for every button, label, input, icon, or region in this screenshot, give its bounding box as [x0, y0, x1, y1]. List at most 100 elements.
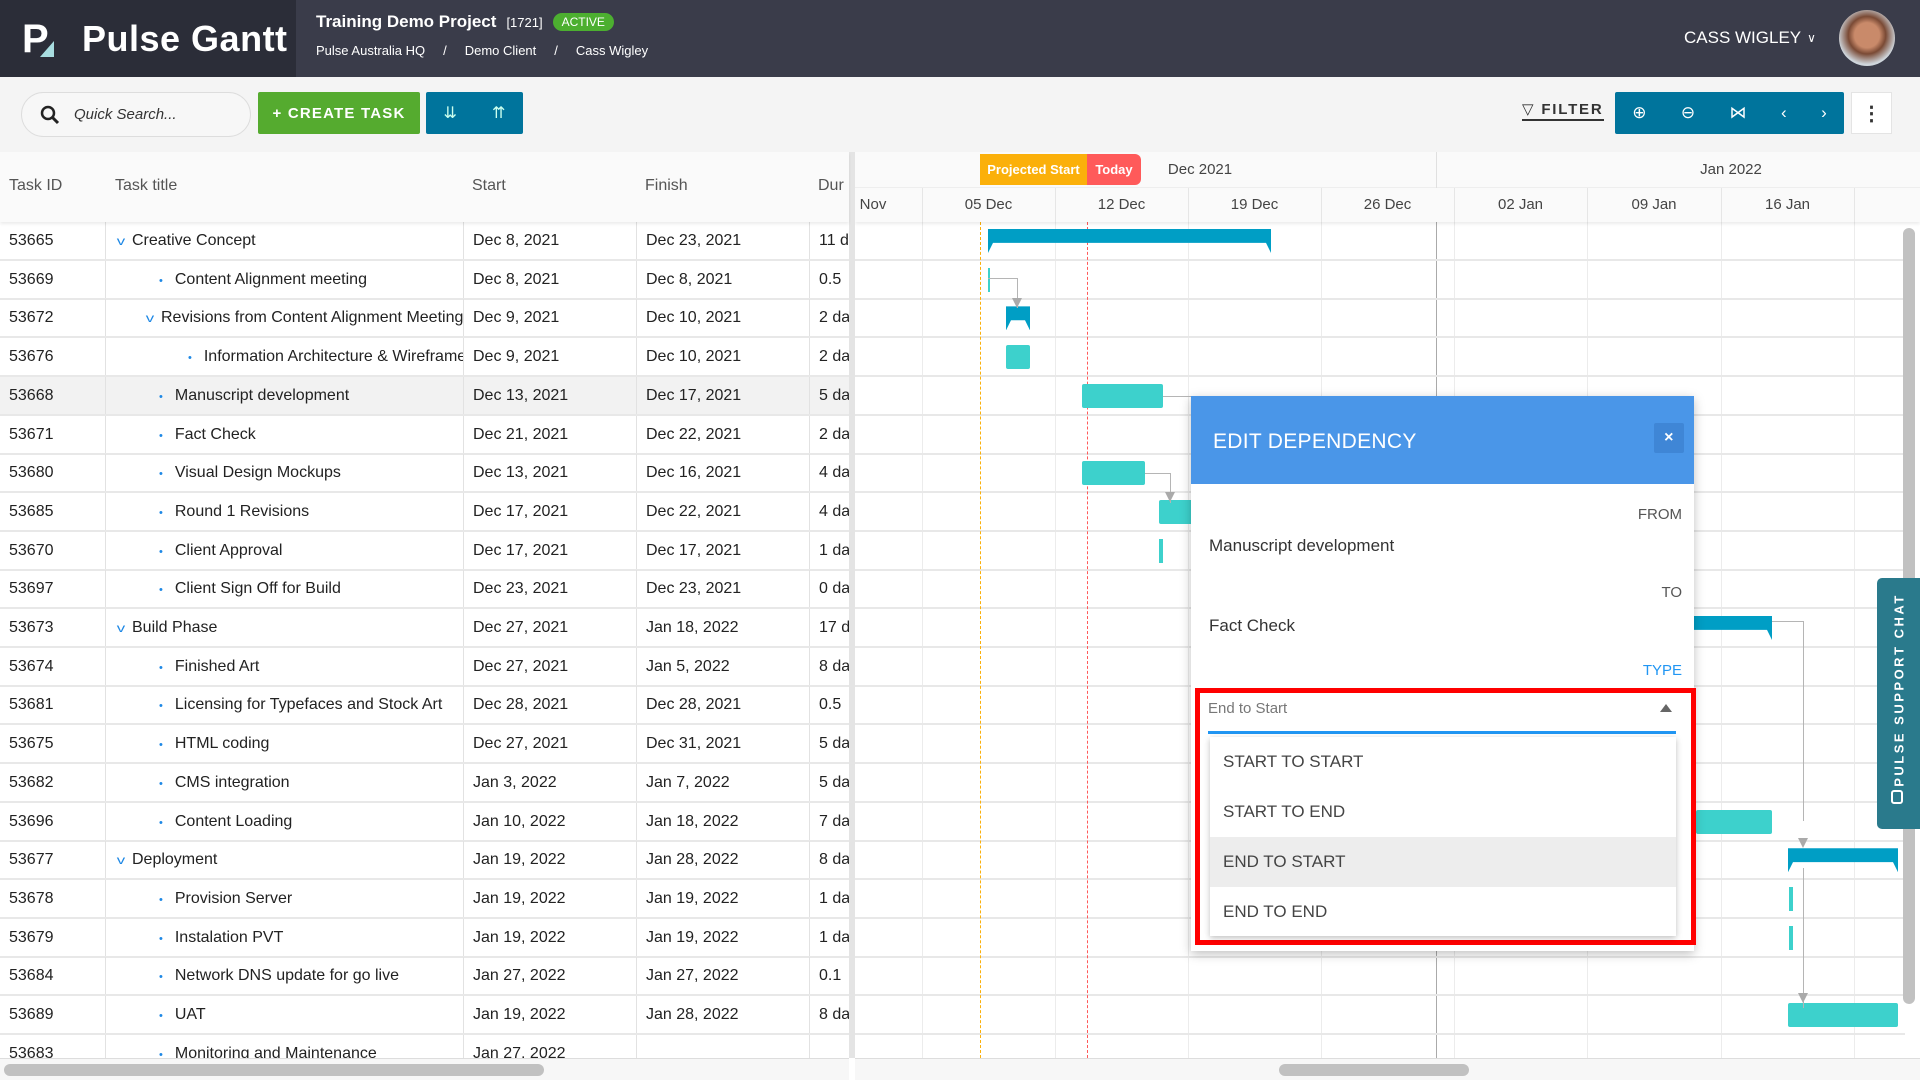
table-row[interactable]: 53671 • Fact Check Dec 21, 2021 Dec 22, 2021… — [0, 415, 849, 455]
task-bar[interactable] — [1696, 809, 1772, 834]
column-header-start[interactable]: Start — [472, 177, 506, 194]
dependency-link[interactable] — [1145, 473, 1170, 475]
task-bar[interactable] — [1788, 1003, 1898, 1027]
task-finish: Jan 28, 2022 — [636, 841, 809, 879]
chevron-down-icon[interactable]: v — [116, 853, 126, 868]
collapse-all-icon[interactable]: ⇈ — [492, 105, 506, 122]
expand-all-icon[interactable]: ⇊ — [443, 105, 457, 122]
zoom-in-icon[interactable]: ⊕ — [1632, 103, 1647, 122]
more-options-button[interactable]: ⋮ — [1851, 92, 1892, 134]
table-row[interactable]: 53665 v Creative Concept Dec 8, 2021 Dec 23,… — [0, 222, 849, 261]
column-header-task-title[interactable]: Task title — [115, 177, 178, 194]
milestone-bar[interactable] — [1789, 925, 1793, 950]
table-row[interactable]: 53672 v Revisions from Content Alignment M… — [0, 299, 849, 339]
task-start: Jan 3, 2022 — [463, 763, 636, 801]
table-row[interactable]: 53676 • Information Architecture & Wirefra… — [0, 338, 849, 378]
breadcrumb-org[interactable]: Pulse Australia HQ — [316, 43, 426, 58]
task-duration: 2 da — [809, 299, 849, 337]
task-title-text: Manuscript development — [174, 386, 350, 404]
chevron-down-icon[interactable]: v — [116, 234, 126, 248]
dependency-link[interactable] — [1017, 277, 1018, 308]
milestone-bar[interactable] — [1159, 538, 1163, 563]
table-row[interactable]: 53674 • Finished Art Dec 27, 2021 Jan 5, 202… — [0, 647, 849, 687]
gantt-horizontal-scrollbar[interactable] — [855, 1058, 1920, 1080]
task-start: Dec 27, 2021 — [463, 609, 636, 646]
zoom-out-icon[interactable]: ⊖ — [1680, 103, 1696, 122]
option-start-to-start[interactable]: START TO START — [1223, 752, 1364, 771]
milestone-bar[interactable] — [1789, 886, 1793, 911]
grid-horizontal-scrollbar[interactable] — [0, 1058, 849, 1080]
table-row[interactable]: 53697 • Client Sign Off for Build Dec 23, 2… — [0, 570, 849, 610]
table-row[interactable]: 53677 v Deployment Jan 19, 2022 Jan 28, 2022… — [0, 841, 849, 881]
table-row[interactable]: 53669 • Content Alignment meeting Dec 8, 20… — [0, 260, 849, 300]
table-row[interactable]: 53670 • Client Approval Dec 17, 2021 Dec 17,… — [0, 531, 849, 571]
task-duration: 4 da — [809, 454, 849, 492]
table-row[interactable]: 53680 • Visual Design Mockups Dec 13, 2021 D… — [0, 454, 849, 494]
milestone-bar[interactable] — [988, 267, 990, 292]
task-bar[interactable] — [1082, 383, 1163, 408]
table-row[interactable]: 53689 • UAT Jan 19, 2022 Jan 28, 2022 8 da — [0, 996, 849, 1035]
week-divider — [1055, 188, 1056, 222]
search-input[interactable]: Quick Search... — [21, 92, 251, 137]
user-menu[interactable]: CASS WIGLEY ∨ — [1684, 28, 1816, 48]
table-row[interactable]: 53682 • CMS integration Jan 3, 2022 Jan 7, 2… — [0, 763, 849, 803]
task-title: • Licensing for Typefaces and Stock Art — [105, 686, 463, 724]
scroll-right-icon[interactable]: › — [1821, 103, 1827, 122]
breadcrumb-separator: / — [443, 43, 447, 58]
option-end-to-start[interactable]: END TO START — [1210, 837, 1676, 887]
option-end-to-end[interactable]: END TO END — [1223, 902, 1328, 921]
table-row[interactable]: 53675 • HTML coding Dec 27, 2021 Dec 31, 202… — [0, 725, 849, 765]
table-row[interactable]: 53679 • Instalation PVT Jan 19, 2022 Jan 19,… — [0, 918, 849, 958]
close-button[interactable]: × — [1654, 423, 1684, 453]
task-title: • Network DNS update for go live — [105, 957, 463, 995]
table-row[interactable]: 53673 v Build Phase Dec 27, 2021 Jan 18, 202… — [0, 609, 849, 648]
fit-to-screen-icon[interactable]: ⋈ — [1729, 103, 1747, 122]
table-row[interactable]: 53684 • Network DNS update for go live Jan … — [0, 957, 849, 997]
support-chat-tab[interactable]: PULSE SUPPORT CHAT — [1877, 578, 1920, 829]
dependency-link[interactable] — [1772, 621, 1804, 622]
task-title-text: Client Sign Off for Build — [174, 580, 341, 598]
column-header-finish[interactable]: Finish — [645, 177, 688, 194]
grid-splitter[interactable] — [849, 152, 855, 1058]
table-row[interactable]: 53685 • Round 1 Revisions Dec 17, 2021 Dec 2… — [0, 492, 849, 532]
breadcrumb: Pulse Australia HQ / Demo Client / Cass … — [316, 43, 648, 58]
table-row[interactable]: 53696 • Content Loading Jan 10, 2022 Jan 18,… — [0, 802, 849, 842]
task-finish: Dec 23, 2021 — [636, 570, 809, 608]
breadcrumb-user[interactable]: Cass Wigley — [575, 43, 649, 58]
task-duration: 0.1 — [809, 957, 849, 995]
chevron-down-icon[interactable]: v — [145, 311, 155, 326]
bullet-icon: • — [159, 971, 163, 984]
create-task-button[interactable]: + CREATE TASK — [258, 92, 420, 134]
task-bar[interactable] — [1082, 461, 1145, 486]
task-duration — [809, 1034, 849, 1058]
avatar[interactable] — [1839, 10, 1895, 66]
scroll-left-icon[interactable]: ‹ — [1780, 103, 1787, 122]
task-finish: Dec 22, 2021 — [636, 492, 809, 530]
dependency-link[interactable] — [1803, 621, 1804, 821]
task-duration: 2 da — [809, 338, 849, 376]
bullet-icon: • — [159, 932, 163, 945]
column-header-duration[interactable]: Dur — [818, 177, 844, 194]
breadcrumb-client[interactable]: Demo Client — [464, 43, 537, 58]
dependency-link[interactable] — [1170, 473, 1171, 504]
search-placeholder: Quick Search... — [74, 106, 177, 123]
project-title: Training Demo Project — [316, 12, 497, 31]
column-header-task-id[interactable]: Task ID — [9, 177, 63, 194]
task-start: Jan 19, 2022 — [463, 879, 636, 917]
dependency-link[interactable] — [988, 277, 1018, 279]
table-row[interactable]: 53668 • Manuscript development Dec 13, 2021… — [0, 376, 849, 416]
task-bar[interactable] — [1006, 345, 1030, 370]
task-start: Dec 13, 2021 — [463, 454, 636, 492]
dependency-link[interactable] — [1803, 868, 1804, 1009]
task-duration: 8 da — [809, 841, 849, 879]
task-id: 53669 — [9, 270, 54, 288]
table-row[interactable]: 53678 • Provision Server Jan 19, 2022 Jan 19… — [0, 879, 849, 919]
table-row[interactable]: 53681 • Licensing for Typefaces and Stock … — [0, 686, 849, 726]
filter-button[interactable]: ▽ FILTER — [1522, 100, 1604, 121]
option-start-to-end[interactable]: START TO END — [1223, 802, 1346, 821]
app-logo[interactable]: P Pulse Gantt — [0, 0, 296, 77]
chevron-down-icon[interactable]: v — [116, 621, 126, 635]
table-row[interactable]: 53683 • Monitoring and Maintenance Jan 27, … — [0, 1034, 849, 1058]
week-divider — [1188, 188, 1189, 222]
dependency-type-select[interactable]: End to Start — [1208, 698, 1676, 734]
